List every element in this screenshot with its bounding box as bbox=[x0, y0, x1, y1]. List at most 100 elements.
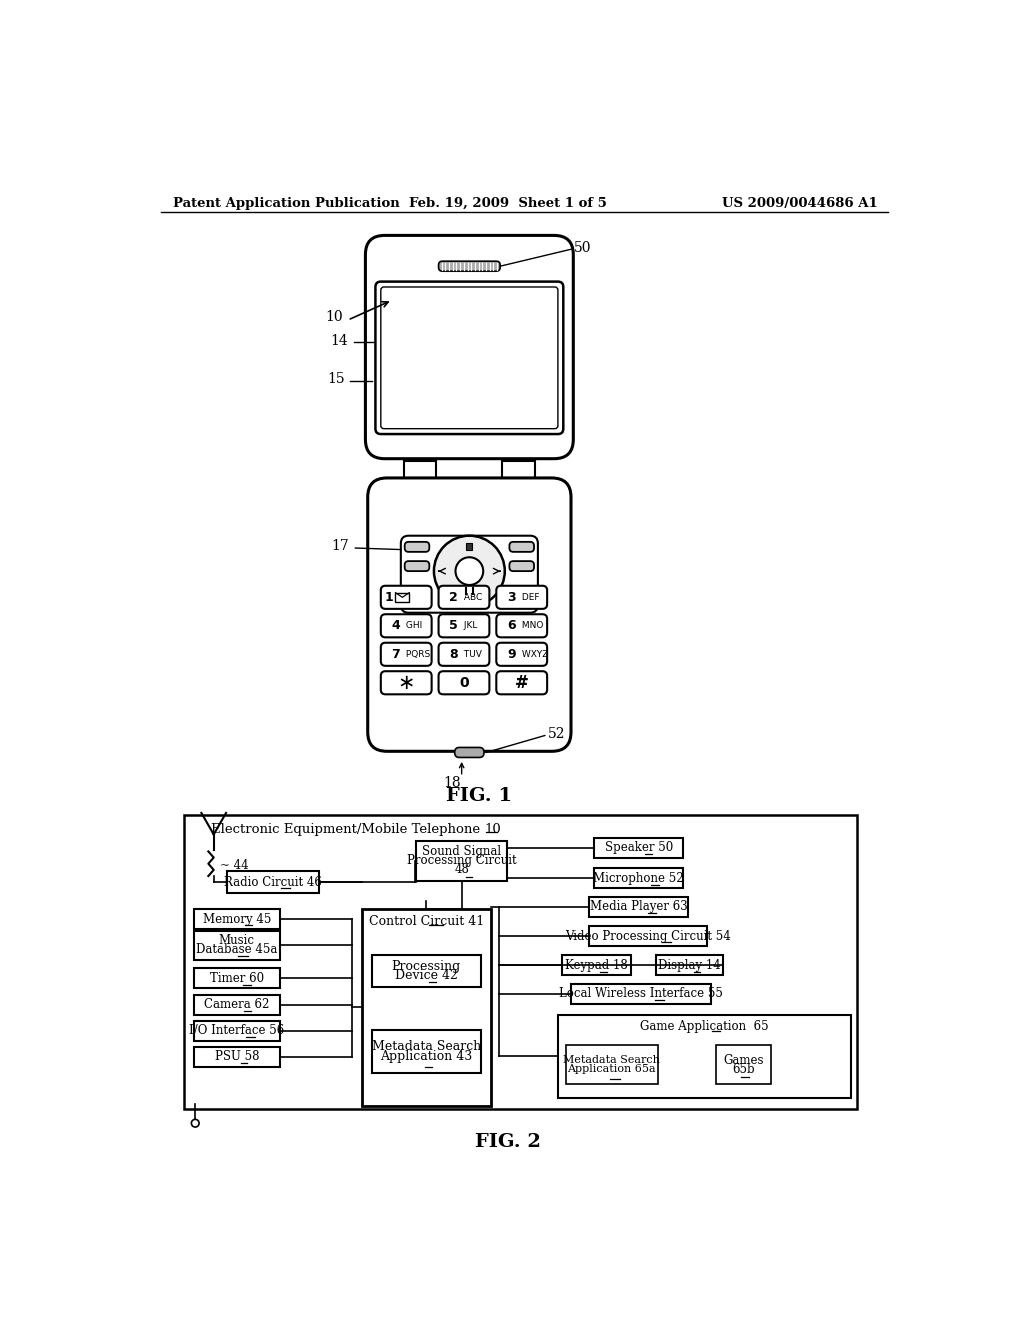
Text: #: # bbox=[515, 673, 528, 692]
Text: Processing Circuit: Processing Circuit bbox=[407, 854, 516, 867]
FancyBboxPatch shape bbox=[404, 543, 429, 552]
Text: Media Player 63: Media Player 63 bbox=[590, 900, 688, 913]
Bar bbox=[194, 909, 280, 929]
Text: Game Application  65: Game Application 65 bbox=[640, 1020, 769, 1034]
Bar bbox=[194, 1047, 280, 1067]
Text: 1: 1 bbox=[384, 591, 393, 603]
FancyBboxPatch shape bbox=[376, 281, 563, 434]
Text: 18: 18 bbox=[443, 776, 461, 789]
Bar bbox=[372, 1031, 481, 1073]
FancyBboxPatch shape bbox=[497, 614, 547, 638]
Text: PSU 58: PSU 58 bbox=[215, 1051, 259, 1064]
Text: I/O Interface 56: I/O Interface 56 bbox=[189, 1024, 285, 1038]
Text: Feb. 19, 2009  Sheet 1 of 5: Feb. 19, 2009 Sheet 1 of 5 bbox=[409, 197, 607, 210]
Text: 8: 8 bbox=[450, 648, 458, 661]
Bar bbox=[565, 1045, 658, 1084]
Text: Control Circuit 41: Control Circuit 41 bbox=[369, 915, 484, 928]
Bar bbox=[595, 869, 683, 888]
Bar bbox=[403, 461, 436, 478]
Text: Microphone 52: Microphone 52 bbox=[594, 871, 684, 884]
FancyBboxPatch shape bbox=[381, 614, 432, 638]
Text: 48: 48 bbox=[455, 863, 469, 876]
FancyBboxPatch shape bbox=[381, 643, 432, 665]
Text: PQRS: PQRS bbox=[403, 649, 430, 659]
Text: 0: 0 bbox=[459, 676, 469, 690]
Bar bbox=[716, 1045, 771, 1084]
Text: Processing: Processing bbox=[391, 960, 461, 973]
Text: DEF: DEF bbox=[518, 593, 540, 602]
Bar bbox=[558, 1015, 851, 1098]
Text: US 2009/0044686 A1: US 2009/0044686 A1 bbox=[722, 197, 878, 210]
Bar bbox=[194, 1020, 280, 1040]
Bar bbox=[194, 969, 280, 989]
Bar bbox=[395, 593, 410, 602]
Text: Memory 45: Memory 45 bbox=[203, 912, 271, 925]
Text: GHI: GHI bbox=[403, 622, 422, 630]
FancyBboxPatch shape bbox=[438, 586, 489, 609]
FancyBboxPatch shape bbox=[381, 286, 558, 429]
Text: 9: 9 bbox=[507, 648, 515, 661]
Bar bbox=[194, 931, 280, 960]
Circle shape bbox=[456, 557, 483, 585]
Bar bbox=[589, 927, 708, 946]
Bar bbox=[503, 461, 535, 478]
Text: Display 14: Display 14 bbox=[658, 958, 721, 972]
FancyBboxPatch shape bbox=[438, 671, 489, 694]
Text: FIG. 1: FIG. 1 bbox=[446, 787, 512, 805]
Text: Application 43: Application 43 bbox=[380, 1049, 472, 1063]
Text: 4: 4 bbox=[391, 619, 400, 632]
FancyBboxPatch shape bbox=[438, 643, 489, 665]
Text: 14: 14 bbox=[330, 334, 348, 348]
Text: Metadata Search: Metadata Search bbox=[372, 1040, 481, 1053]
Text: Sound Signal: Sound Signal bbox=[422, 845, 501, 858]
Text: Games: Games bbox=[723, 1053, 764, 1067]
FancyBboxPatch shape bbox=[368, 478, 571, 751]
Text: Radio Circuit 46: Radio Circuit 46 bbox=[224, 875, 322, 888]
Text: Timer 60: Timer 60 bbox=[210, 972, 264, 985]
Text: 52: 52 bbox=[548, 727, 565, 741]
Text: ABC: ABC bbox=[461, 593, 482, 602]
Text: JKL: JKL bbox=[461, 622, 477, 630]
Bar bbox=[416, 841, 507, 880]
Text: Patent Application Publication: Patent Application Publication bbox=[173, 197, 399, 210]
Bar bbox=[184, 816, 857, 1109]
FancyBboxPatch shape bbox=[509, 561, 535, 572]
Bar bbox=[655, 956, 724, 975]
Text: Video Processing Circuit 54: Video Processing Circuit 54 bbox=[565, 929, 731, 942]
Text: ∗: ∗ bbox=[397, 673, 415, 693]
FancyBboxPatch shape bbox=[381, 671, 432, 694]
Text: 10: 10 bbox=[484, 822, 502, 836]
Bar bbox=[361, 909, 490, 1106]
Text: FIG. 2: FIG. 2 bbox=[475, 1134, 541, 1151]
FancyBboxPatch shape bbox=[497, 643, 547, 665]
Bar bbox=[194, 995, 280, 1015]
Text: Database 45a: Database 45a bbox=[197, 944, 278, 957]
FancyBboxPatch shape bbox=[438, 614, 489, 638]
Text: TUV: TUV bbox=[461, 649, 481, 659]
Bar bbox=[571, 983, 711, 1003]
Text: 50: 50 bbox=[574, 242, 592, 256]
Text: 7: 7 bbox=[391, 648, 400, 661]
Text: 15: 15 bbox=[327, 372, 345, 387]
Text: Metadata Search: Metadata Search bbox=[563, 1055, 660, 1065]
Text: 2: 2 bbox=[450, 591, 458, 603]
Text: MNO: MNO bbox=[518, 622, 543, 630]
FancyBboxPatch shape bbox=[404, 561, 429, 572]
Text: Camera 62: Camera 62 bbox=[204, 998, 269, 1011]
Bar bbox=[226, 871, 319, 892]
Text: 6: 6 bbox=[507, 619, 515, 632]
Text: Keypad 18: Keypad 18 bbox=[565, 958, 628, 972]
Text: 5: 5 bbox=[450, 619, 458, 632]
FancyBboxPatch shape bbox=[497, 586, 547, 609]
Text: Local Wireless Interface 55: Local Wireless Interface 55 bbox=[559, 987, 723, 1001]
Text: Speaker 50: Speaker 50 bbox=[604, 841, 673, 854]
Text: 10: 10 bbox=[325, 310, 343, 323]
Text: 17: 17 bbox=[332, 540, 349, 553]
Bar bbox=[590, 896, 688, 917]
FancyBboxPatch shape bbox=[438, 261, 500, 271]
Text: Electronic Equipment/Mobile Telephone: Electronic Equipment/Mobile Telephone bbox=[211, 822, 484, 836]
FancyBboxPatch shape bbox=[497, 671, 547, 694]
Circle shape bbox=[434, 536, 505, 607]
FancyBboxPatch shape bbox=[455, 747, 484, 758]
Text: WXYZ: WXYZ bbox=[518, 649, 548, 659]
